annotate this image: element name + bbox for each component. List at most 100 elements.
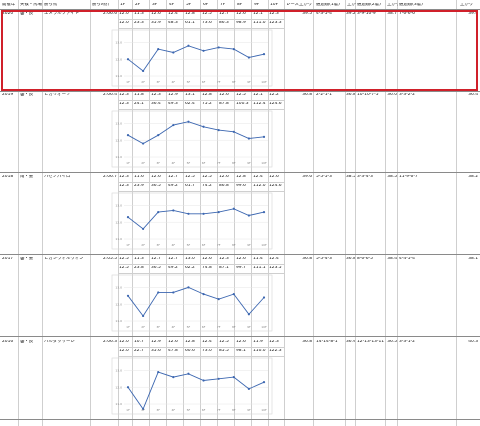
third-passing-order: 3-3-1-2: [399, 340, 415, 344]
column-divider: [397, 0, 398, 426]
y-tick-label: 13.0: [115, 122, 122, 126]
lap-point: [247, 214, 250, 217]
x-tick-label: 9F: [247, 243, 251, 247]
column-header: 通過順(3着): [399, 3, 423, 7]
row-line: [118, 347, 284, 348]
row-line: [118, 264, 284, 265]
column-header: 8F: [237, 3, 243, 7]
lap-time: 11.6: [134, 175, 144, 179]
race-year: 2019: [2, 93, 14, 97]
x-tick-label: 1F: [126, 161, 130, 165]
cumulative-time: 100.3: [236, 102, 249, 106]
x-tick-label: 2F: [141, 243, 145, 247]
row-line: [118, 19, 284, 20]
third-passing-order: 3-3-2-2: [399, 93, 415, 97]
lap-time: 12.8: [185, 12, 195, 16]
x-tick-label: 10F: [261, 408, 267, 412]
lap-point: [142, 407, 145, 411]
column-divider: [268, 0, 269, 426]
cumulative-time: 22.7: [134, 349, 144, 353]
x-tick-label: 7F: [217, 408, 221, 412]
column-header: 5F: [186, 3, 192, 7]
winner-last-3f: 36.9: [346, 340, 355, 344]
lap-time: 12.4: [269, 257, 279, 261]
lap-time: 12.5: [236, 93, 246, 97]
third-passing-order: 7-6-6-6: [399, 12, 415, 16]
column-divider: [200, 0, 201, 426]
column-divider: [42, 0, 43, 426]
lap-point: [187, 120, 190, 123]
x-tick-label: 9F: [247, 325, 251, 329]
header-separator: [0, 9, 480, 10]
lap-time: 12.3: [119, 93, 129, 97]
x-tick-label: 8F: [232, 161, 236, 165]
cumulative-time: 74.8: [202, 266, 212, 270]
cumulative-time: 23.9: [134, 184, 144, 188]
cumulative-time: 49.2: [168, 184, 178, 188]
lap-point: [247, 387, 250, 390]
column-divider: [132, 0, 133, 426]
cumulative-time: 12.0: [119, 349, 129, 353]
cumulative-time: 47.8: [168, 349, 178, 353]
lap-time: 12.6: [168, 340, 178, 344]
lap-point: [126, 216, 130, 219]
cumulative-time: 61.7: [185, 184, 195, 188]
cumulative-time: 49.3: [168, 102, 178, 106]
y-tick-label: 11.0: [115, 402, 122, 406]
x-tick-label: 10F: [261, 325, 267, 329]
cumulative-time: 12.3: [119, 184, 129, 188]
column-header: 4F: [169, 3, 175, 7]
x-tick-label: 7F: [217, 243, 221, 247]
x-tick-label: 2F: [141, 325, 145, 329]
cumulative-time: 36.5: [151, 184, 161, 188]
lap-point: [217, 298, 220, 301]
cumulative-time: 61.1: [185, 21, 195, 25]
cumulative-time: 73.0: [202, 349, 212, 353]
x-tick-label: 9F: [247, 80, 251, 84]
lap-point: [247, 137, 250, 140]
track-condition: 曇・良: [20, 12, 34, 16]
column-header: 上がり: [460, 3, 474, 7]
cumulative-time: 110.0: [253, 349, 266, 353]
cumulative-time: 112.0: [253, 184, 266, 188]
cumulative-time: 99.7: [236, 266, 246, 270]
lap-time: 12.3: [269, 340, 279, 344]
lap-point: [217, 46, 220, 49]
lap-time: 12.1: [253, 93, 263, 97]
lap-point: [262, 381, 266, 384]
lap-time: 12.6: [219, 175, 229, 179]
lap-point: [187, 212, 190, 215]
lap-point: [202, 379, 205, 382]
cumulative-time: 35.9: [151, 21, 161, 25]
cumulative-time: 62.2: [185, 266, 195, 270]
cumulative-time: 124.6: [269, 102, 282, 106]
cumulative-time: 122.3: [269, 349, 282, 353]
x-tick-label: 4F: [172, 325, 176, 329]
third-last-3f: 38.2: [468, 175, 478, 179]
lap-time: 12.3: [269, 12, 279, 16]
lap-time: 12.0: [119, 340, 129, 344]
winner-passing-order: 2-2-1-1: [316, 93, 332, 97]
x-tick-label: 10F: [261, 161, 267, 165]
lap-time: 12.4: [168, 12, 178, 16]
lap-point: [202, 125, 205, 128]
winner-passing-order: 5-5-5-3: [316, 175, 332, 179]
y-tick-label: 11.0: [115, 237, 122, 241]
cumulative-time: 62.4: [185, 102, 195, 106]
race-last-3f: 39.5: [302, 12, 312, 16]
track-condition: 曇・良: [20, 93, 34, 97]
winning-time: 2:06.3: [102, 340, 117, 344]
lap-time: 11.3: [134, 257, 144, 261]
x-tick-label: 4F: [172, 408, 176, 412]
x-tick-label: 6F: [202, 243, 206, 247]
x-tick-label: 6F: [202, 408, 206, 412]
lap-time: 12.9: [151, 340, 161, 344]
x-tick-label: 8F: [232, 325, 236, 329]
lap-time: 13.1: [185, 93, 195, 97]
cumulative-time: 112.4: [253, 102, 266, 106]
lap-chart: 11.0 12.0 13.0 1F 2F 3F 4F 5F 6F 7F 8F 9F 10F: [111, 29, 273, 87]
cumulative-time: 74.2: [202, 184, 212, 188]
lap-point: [126, 58, 130, 61]
x-tick-label: 6F: [202, 325, 206, 329]
column-header: 1F: [120, 3, 126, 7]
